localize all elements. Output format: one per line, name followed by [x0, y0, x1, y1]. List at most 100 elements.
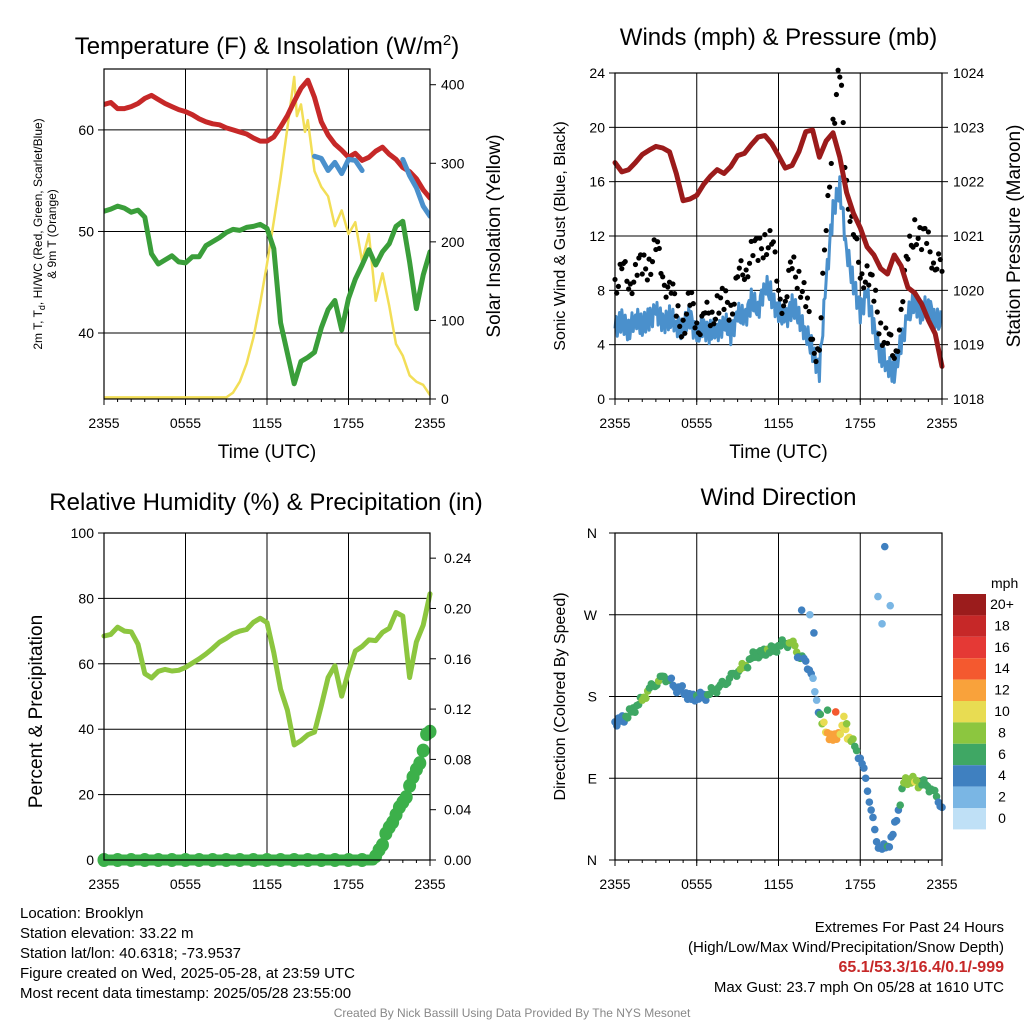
x-tick-label: 1755: [845, 415, 876, 431]
gust-point: [644, 277, 650, 283]
solar-line: [104, 75, 430, 399]
figure-created: Figure created on Wed, 2025-05-28, at 23…: [20, 965, 355, 982]
gust-point: [663, 294, 669, 300]
gust-point: [782, 298, 788, 304]
gust-point: [838, 82, 845, 88]
extremes-subtitle: (High/Low/Max Wind/Precipitation/Snow De…: [688, 939, 1004, 956]
gust-point: [869, 272, 875, 278]
gust-point: [711, 321, 717, 327]
gust-point: [918, 246, 925, 253]
gust-point: [898, 306, 904, 312]
station-elevation: Station elevation: 33.22 m: [20, 925, 194, 942]
direction-point: [623, 714, 632, 722]
max-gust: Max Gust: 23.7 mph On 05/28 at 1610 UTC: [713, 979, 1004, 996]
gust-point: [804, 295, 811, 301]
gust-point: [639, 271, 645, 277]
dewpoint-line: [104, 203, 430, 387]
gust-point: [876, 331, 882, 337]
direction-point: [797, 606, 806, 615]
colorbar-label: 0: [998, 810, 1006, 826]
colorbar-label: 6: [998, 746, 1006, 762]
wind-speed-line: [613, 175, 943, 384]
y-tick-label: 40: [78, 325, 94, 341]
gust-point: [670, 281, 676, 287]
x-tick-label: 2355: [414, 415, 445, 431]
y-tick-label: 4: [597, 337, 605, 353]
direction-point: [791, 641, 799, 650]
gust-point: [704, 299, 710, 305]
y-tick-label: N: [587, 852, 597, 868]
gust-point: [641, 252, 647, 258]
y-tick-label: 20: [78, 787, 94, 803]
direction-point: [816, 710, 825, 719]
gust-point: [775, 287, 782, 293]
gust-point: [806, 308, 812, 315]
y-tick-label: E: [588, 770, 597, 786]
x-tick-label: 2355: [599, 876, 630, 892]
gust-point: [643, 266, 649, 272]
gust-point: [717, 295, 724, 301]
direction-point: [865, 798, 874, 806]
colorbar-label: 10: [994, 703, 1010, 719]
gust-point: [770, 239, 776, 245]
gust-point: [762, 232, 768, 238]
colorbar-label: 20+: [990, 596, 1014, 612]
colorbar-label: 4: [998, 767, 1006, 783]
gust-point: [924, 240, 930, 247]
gust-point: [818, 315, 824, 321]
y-tick-label: S: [588, 689, 597, 705]
gust-point: [767, 227, 773, 234]
gust-point: [789, 266, 795, 272]
x-tick-label: 1155: [252, 415, 282, 431]
x-tick-label: 0555: [170, 415, 201, 431]
gust-point: [791, 254, 797, 260]
gust-point: [740, 272, 746, 278]
gust-point: [755, 257, 761, 264]
y-tick-label: 60: [78, 122, 94, 138]
direction-point: [793, 653, 802, 662]
colorbar-label: 18: [994, 617, 1010, 633]
precip-point: [416, 743, 430, 758]
direction-point: [867, 806, 875, 814]
y-axis-label: Direction (Colored By Speed): [552, 592, 569, 800]
gust-point: [809, 336, 816, 342]
gust-point: [826, 184, 833, 190]
gust-point: [891, 355, 897, 361]
gust-point: [690, 301, 696, 307]
colorbar-swatch: [953, 615, 986, 637]
direction-point: [743, 663, 752, 672]
y-tick-label: 40: [78, 721, 94, 737]
direction-point: [667, 674, 676, 683]
direction-point: [874, 592, 882, 601]
direction-point: [880, 542, 889, 551]
gust-point: [925, 229, 931, 235]
gust-point: [864, 263, 870, 269]
gust-point: [813, 358, 819, 365]
gust-point: [736, 265, 742, 271]
gust-point: [896, 327, 903, 333]
gust-point: [675, 303, 681, 309]
heat-index-line: [312, 153, 430, 219]
gust-point: [794, 285, 800, 291]
y-tick-label: 12: [589, 228, 605, 244]
direction-point: [932, 792, 941, 801]
gust-point: [726, 317, 732, 323]
gust-point: [738, 258, 744, 264]
extremes-panel: Extremes For Past 24 Hours (High/Low/Max…: [688, 918, 1004, 998]
direction-point: [823, 706, 832, 714]
direction-point: [889, 830, 897, 839]
gust-point: [847, 218, 853, 225]
gust-point: [935, 251, 942, 257]
colorbar-swatch: [953, 701, 986, 723]
gust-point: [862, 279, 868, 285]
direction-point: [852, 746, 861, 755]
colorbar-title: mph: [991, 575, 1018, 591]
colorbar-label: 2: [998, 789, 1006, 805]
direction-point: [810, 629, 818, 637]
gust-point: [820, 270, 826, 276]
direction-point: [878, 620, 886, 628]
direction-point: [836, 730, 845, 738]
gust-point: [907, 233, 913, 239]
gust-point: [765, 245, 771, 251]
